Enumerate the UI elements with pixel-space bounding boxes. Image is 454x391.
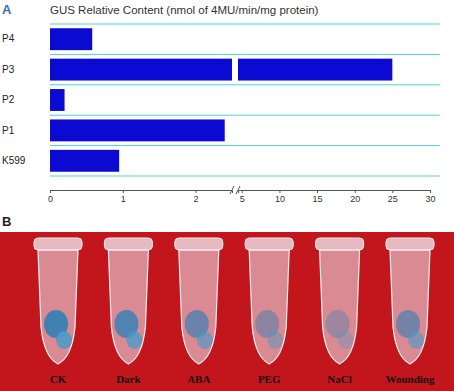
y-tick-label: K599 — [2, 155, 26, 166]
panel-label: A — [2, 2, 12, 17]
break-mark — [236, 186, 240, 194]
tube-body — [108, 250, 148, 364]
y-tick-label: P1 — [2, 125, 15, 136]
tube-label: PEG — [258, 373, 281, 385]
break-mark — [230, 186, 234, 194]
grid-line — [50, 54, 440, 55]
x-tick-label: 0 — [48, 194, 53, 204]
y-axis: P4 P3 P2 P1 K599 — [2, 33, 26, 166]
tube — [104, 238, 152, 364]
x-tick-label: 1 — [121, 194, 126, 204]
x-axis: 5 10 15 20 25 30 — [239, 190, 436, 204]
tube — [175, 238, 223, 364]
x-axis-line — [51, 191, 233, 194]
tube-body — [38, 250, 78, 364]
x-tick: 15 — [313, 190, 323, 204]
y-tick: P4 — [2, 33, 15, 44]
chart-title: GUS Relative Content (nmol of 4MU/min/mg… — [50, 4, 319, 16]
x-tick-mark — [317, 190, 318, 193]
tissue — [56, 331, 72, 349]
tissue — [267, 331, 283, 349]
tube-label: NaCl — [327, 373, 351, 385]
y-tick-label: P3 — [2, 64, 15, 75]
tube-cap — [245, 238, 293, 250]
x-tick: 2 — [194, 190, 199, 204]
grid — [50, 24, 440, 176]
y-tick: K599 — [2, 155, 26, 166]
grid-line — [50, 115, 440, 116]
bar — [50, 150, 119, 172]
tube-cap — [34, 238, 82, 250]
tube-cap — [175, 238, 223, 250]
tube-body — [390, 250, 430, 364]
x-tick-mark — [196, 190, 197, 193]
x-tick-label: 2 — [194, 194, 199, 204]
x-tick-mark — [242, 190, 243, 193]
y-tick: P1 — [2, 125, 15, 136]
tubes — [34, 238, 434, 364]
tube — [245, 238, 293, 364]
x-tick-label: 25 — [388, 194, 398, 204]
figure: A GUS Relative Content (nmol of 4MU/min/m… — [0, 0, 454, 391]
x-tick-mark — [279, 190, 280, 193]
axis-break — [230, 186, 240, 194]
tube-cap — [386, 238, 434, 250]
tube-body — [249, 250, 289, 364]
tissue — [126, 331, 142, 349]
panel-label: B — [2, 214, 11, 229]
x-tick: 30 — [425, 190, 435, 204]
tube-body — [179, 250, 219, 364]
tube-cap — [316, 238, 364, 250]
x-tick-mark — [430, 190, 431, 193]
x-tick-label: 5 — [240, 194, 245, 204]
tube-label: ABA — [187, 373, 210, 385]
x-tick-label: 20 — [350, 194, 360, 204]
x-tick-mark — [123, 190, 124, 193]
tissue — [408, 331, 424, 349]
x-tick: 20 — [350, 190, 360, 204]
tube-body — [320, 250, 360, 364]
x-tick-label: 30 — [425, 194, 435, 204]
photo-background — [0, 232, 454, 391]
y-tick-label: P4 — [2, 33, 15, 44]
grid-line — [50, 24, 440, 25]
x-tick-mark — [392, 190, 393, 193]
tube-label: Wounding — [386, 373, 435, 385]
grid-line — [50, 84, 440, 85]
x-tick-mark — [50, 190, 51, 193]
x-tick: 5 — [240, 190, 245, 204]
x-tick: 1 — [121, 190, 126, 204]
x-axis: 0 1 2 — [48, 190, 233, 204]
grid-line — [50, 145, 440, 146]
tube — [34, 238, 82, 364]
y-tick: P3 — [2, 64, 15, 75]
bar — [50, 119, 225, 141]
bars-piece — [238, 59, 392, 81]
tube-cap — [104, 238, 152, 250]
tissue — [338, 331, 354, 349]
grid-line — [50, 176, 440, 177]
bar — [50, 28, 92, 50]
tissue — [197, 331, 213, 349]
bar — [50, 89, 65, 111]
bar — [238, 59, 392, 81]
y-tick: P2 — [2, 94, 15, 105]
y-tick-label: P2 — [2, 94, 15, 105]
bars-piece — [50, 28, 232, 171]
x-tick: 0 — [48, 190, 53, 204]
x-axis-line — [239, 191, 431, 194]
x-tick-label: 10 — [275, 194, 285, 204]
tube-label: CK — [50, 373, 67, 385]
tube — [386, 238, 434, 364]
tube — [316, 238, 364, 364]
x-tick: 10 — [275, 190, 285, 204]
bar — [50, 59, 232, 81]
x-tick-label: 15 — [313, 194, 323, 204]
x-tick-mark — [355, 190, 356, 193]
x-tick: 25 — [388, 190, 398, 204]
tube-label: Dark — [116, 373, 141, 385]
